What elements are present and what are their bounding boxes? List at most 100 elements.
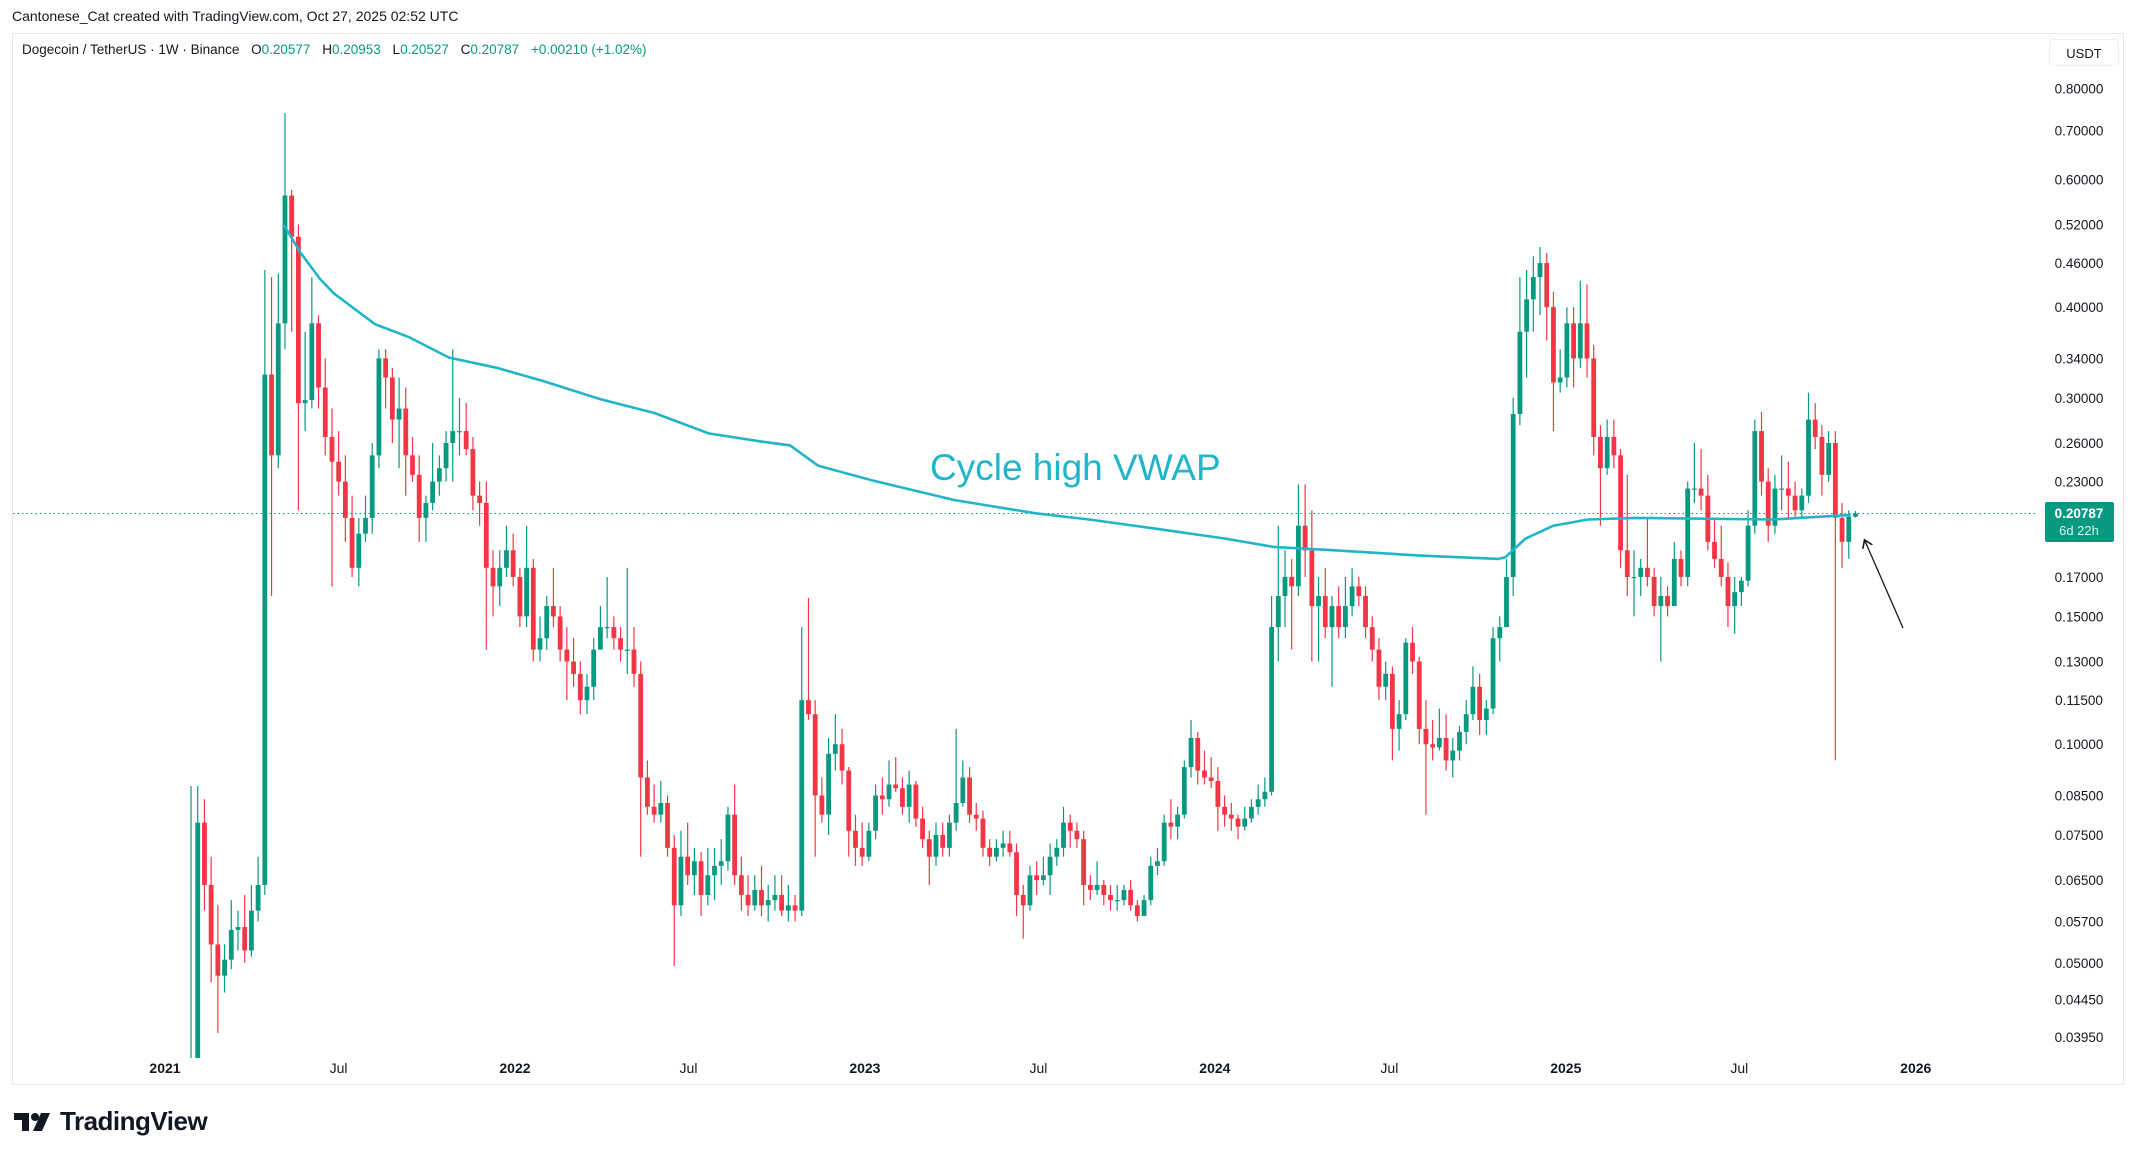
candle-body <box>1457 731 1462 751</box>
candle <box>900 777 905 815</box>
candle-body <box>1692 488 1697 490</box>
candle-body <box>1168 822 1174 827</box>
symbol-title[interactable]: Dogecoin / TetherUS · 1W · Binance <box>22 42 240 57</box>
price-axis-label: 0.07500 <box>2055 828 2104 843</box>
candle-body <box>1054 847 1060 857</box>
time-axis[interactable]: 2021 Jul 2022 Jul 2023 Jul 2024 Jul 2025 Jul 2026 <box>149 1060 1931 1076</box>
candle <box>336 431 342 496</box>
candle-body <box>255 884 261 911</box>
candle-body <box>235 927 241 930</box>
candle-body <box>933 834 939 857</box>
candle-body <box>685 856 691 876</box>
candle <box>631 627 637 687</box>
candle <box>1819 425 1825 496</box>
candle <box>1490 627 1496 715</box>
candle-body <box>1598 436 1603 469</box>
time-axis-label: 2025 <box>1550 1060 1581 1076</box>
candle-body <box>1329 606 1335 628</box>
candle <box>1329 596 1335 687</box>
candle-body <box>839 744 845 771</box>
candle <box>389 367 395 443</box>
time-axis-label: Jul <box>330 1060 348 1076</box>
candle <box>947 814 952 857</box>
price-axis-label: 0.80000 <box>2055 82 2104 97</box>
candle-body <box>1544 263 1550 308</box>
candle <box>1839 502 1845 568</box>
candle <box>832 714 838 771</box>
price-axis-label: 0.60000 <box>2055 172 2104 187</box>
candle <box>1725 562 1731 628</box>
candle-body <box>1571 323 1576 359</box>
candle <box>873 784 878 840</box>
candle <box>752 875 758 911</box>
time-axis-label: Jul <box>1730 1060 1748 1076</box>
candle <box>1242 806 1248 831</box>
currency-button[interactable]: USDT <box>2049 39 2119 66</box>
price-axis-label: 0.04450 <box>2055 993 2104 1008</box>
candle-body <box>779 894 785 911</box>
high-label: H <box>322 42 332 57</box>
candle <box>356 517 362 587</box>
candle <box>1450 738 1456 778</box>
candle <box>1188 719 1194 778</box>
candle <box>396 377 402 469</box>
candle <box>1067 814 1073 848</box>
candle-body <box>967 777 972 815</box>
candle <box>376 349 382 469</box>
candle-body <box>799 700 805 911</box>
candle <box>1812 403 1818 450</box>
candle <box>604 576 610 639</box>
candle-body <box>1806 419 1811 496</box>
candle-body <box>363 517 368 534</box>
candle <box>886 760 892 807</box>
candle-body <box>1114 900 1120 902</box>
candle-body <box>1020 894 1026 906</box>
candle <box>913 780 919 827</box>
candle-body <box>765 900 771 906</box>
candle-body <box>1423 728 1429 745</box>
price-axis-label: 0.06500 <box>2055 873 2104 888</box>
candle-body <box>987 847 993 857</box>
price-axis[interactable]: 0.80000 0.70000 0.60000 0.52000 0.46000 0.400… <box>2055 82 2104 1046</box>
candle-body <box>202 822 207 885</box>
candle-body <box>1389 673 1395 729</box>
candle <box>1249 799 1254 823</box>
candle <box>678 830 684 917</box>
price-axis-label: 0.13000 <box>2055 655 2104 670</box>
candle <box>436 455 442 496</box>
candle-body <box>846 770 852 831</box>
candle-body <box>900 788 905 807</box>
candle-body <box>1517 331 1523 415</box>
candle-body <box>1759 431 1764 482</box>
candle-body <box>389 377 395 420</box>
chart-frame <box>12 33 2124 1085</box>
candle-body <box>309 323 315 400</box>
candle-body <box>524 567 529 617</box>
candle <box>1577 280 1583 368</box>
candle <box>1517 277 1523 426</box>
candle <box>1551 291 1556 432</box>
candle <box>1483 700 1489 735</box>
tradingview-logo-icon <box>14 1112 50 1131</box>
candle <box>933 822 939 866</box>
candle-body <box>1061 822 1066 848</box>
candle <box>705 847 711 906</box>
price-tag: 0.20787 6d 22h <box>2045 502 2114 542</box>
candle <box>792 894 798 922</box>
candle <box>1316 576 1321 662</box>
candle <box>1074 822 1080 848</box>
candle-body <box>282 195 288 324</box>
candle-body <box>1383 673 1389 687</box>
candle-body <box>591 649 597 687</box>
candle <box>430 442 436 511</box>
candle-body <box>1000 843 1006 848</box>
candle <box>611 616 617 650</box>
candle-body <box>1826 442 1832 475</box>
candles <box>190 113 1858 1058</box>
candle <box>993 839 999 862</box>
candle-body <box>1725 576 1731 607</box>
candle <box>1752 419 1758 534</box>
tradingview-logo[interactable]: TradingView <box>14 1106 208 1137</box>
candle-body <box>1584 323 1590 359</box>
